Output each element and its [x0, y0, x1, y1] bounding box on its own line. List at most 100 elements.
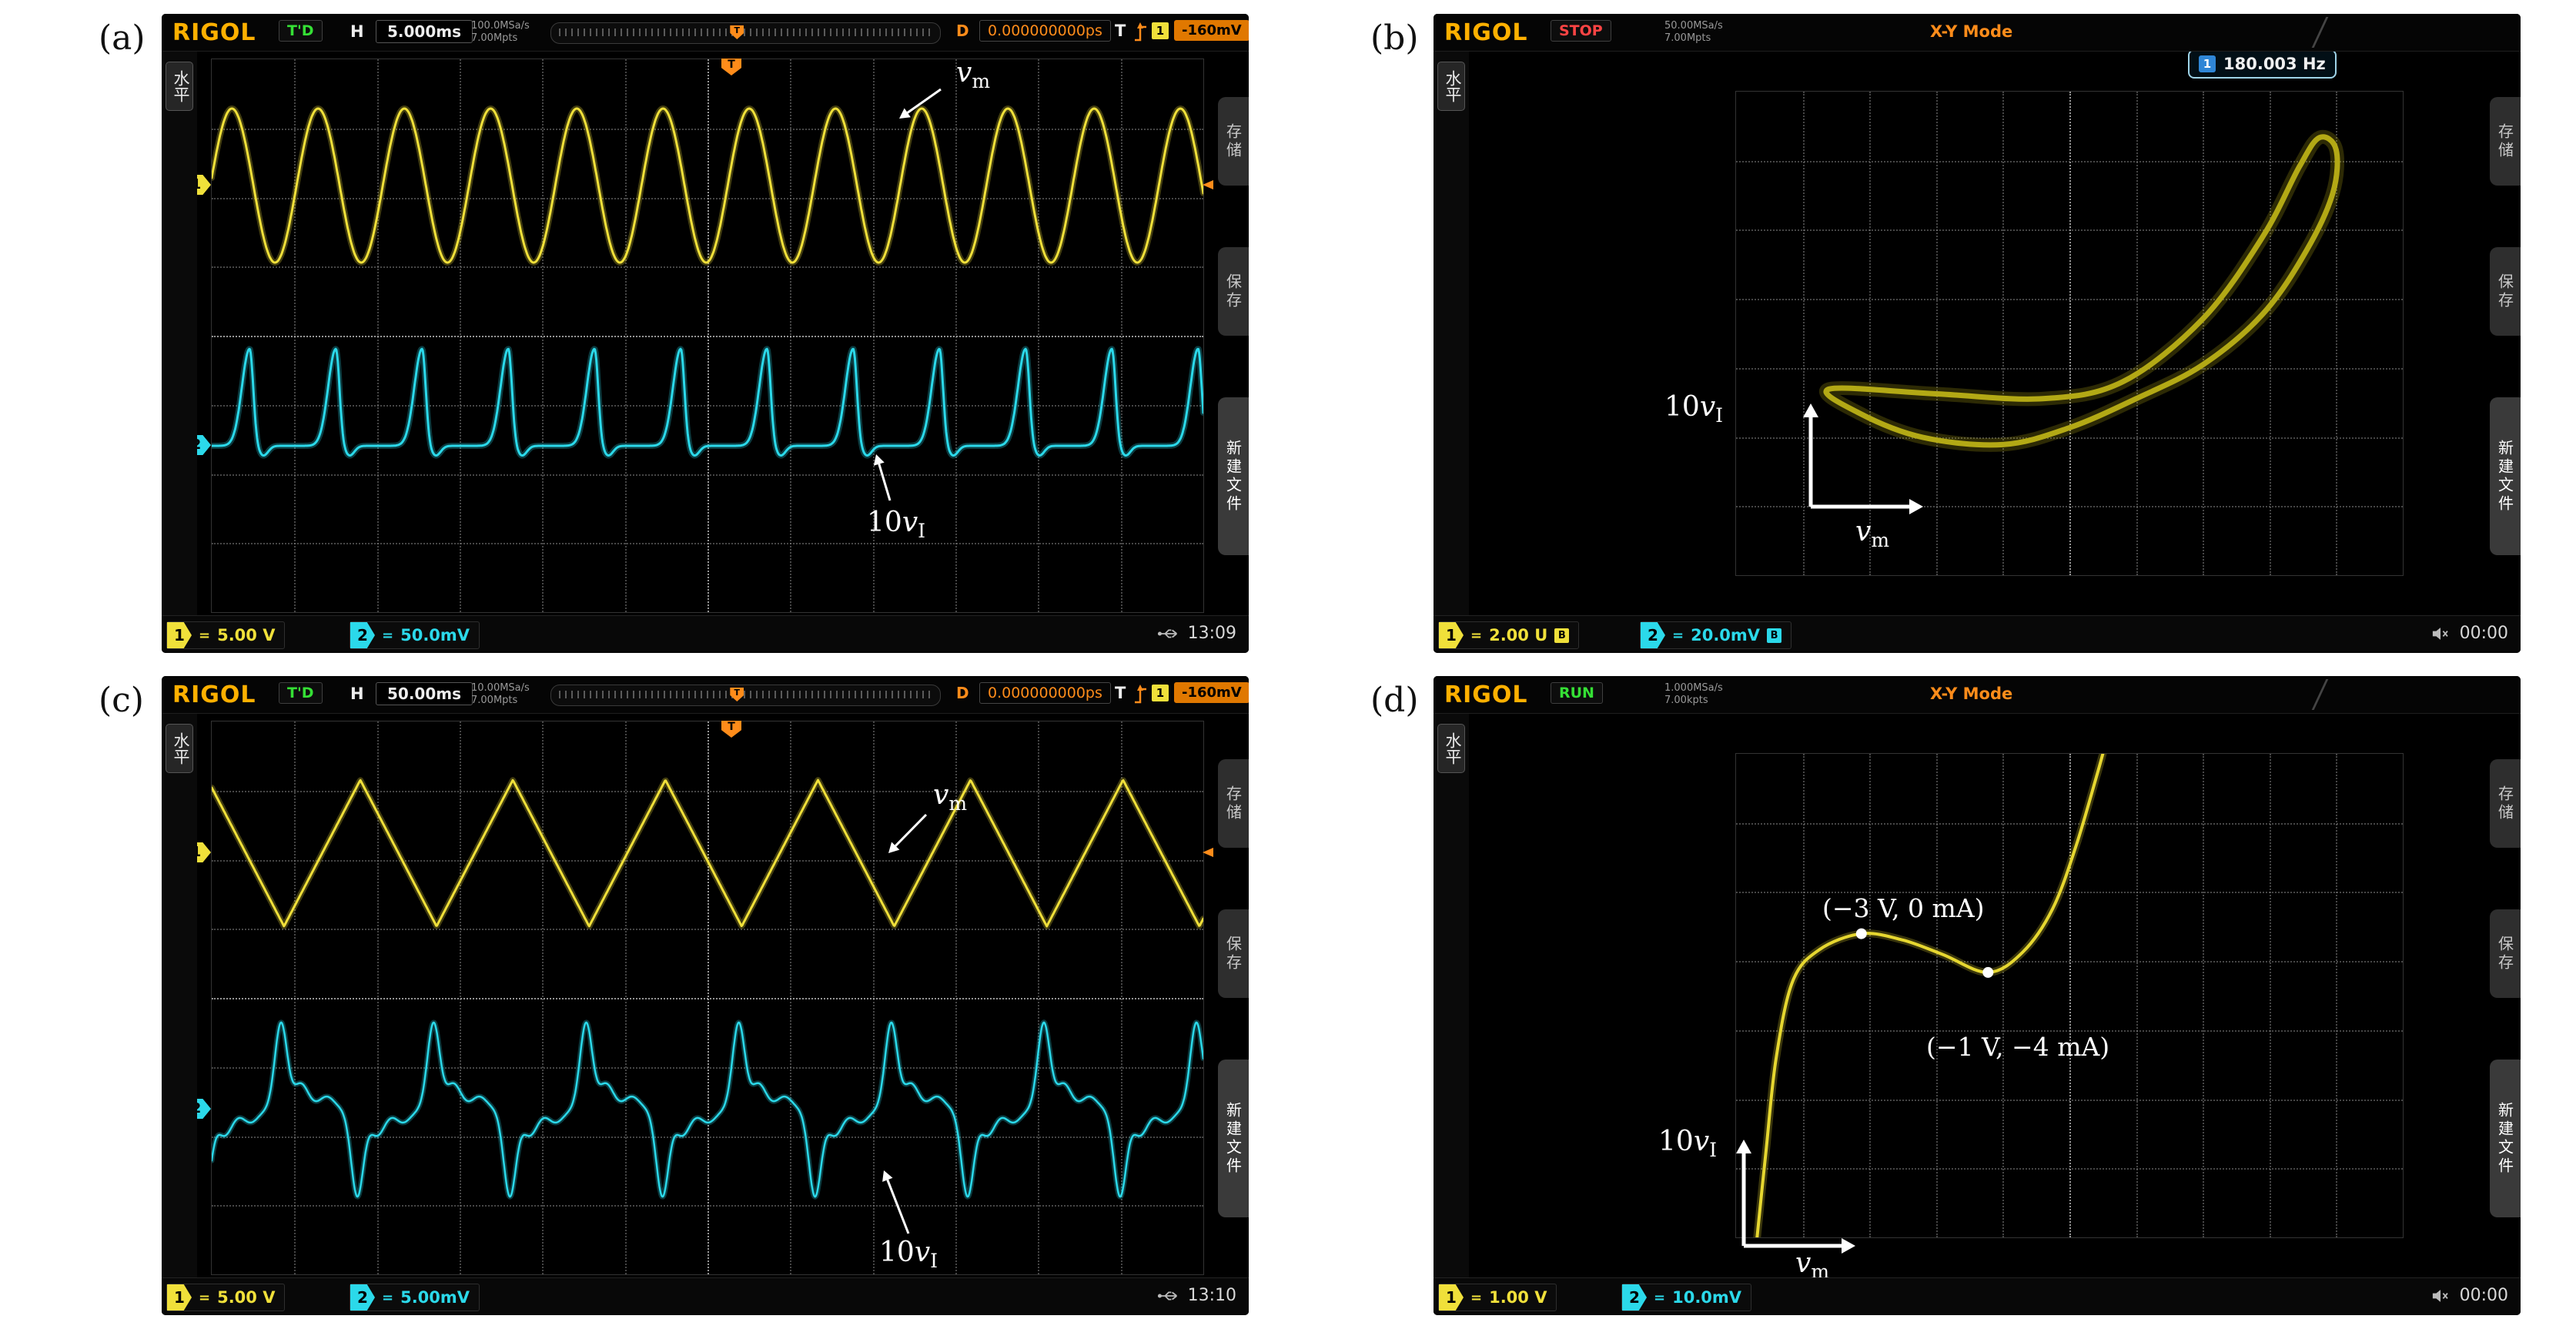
sidebar-tab-save[interactable]: 保存	[2490, 909, 2521, 998]
clock-area: 00:00	[2429, 624, 2508, 643]
xy-trace-area	[1819, 129, 2345, 452]
trigger-position-marker-strip[interactable]: T	[730, 25, 744, 39]
bottom-bar: 1 = 1.00 V 2 = 10.0mV 00:00	[1434, 1277, 2521, 1315]
point-label-1: (−3 V, 0 mA)	[1822, 893, 1985, 923]
vm-sub: m	[1811, 1260, 1830, 1284]
trigger-level-readout: -160mV	[1174, 20, 1249, 41]
sample-rate: 10.00MSa/s	[471, 682, 530, 694]
ch1-tag: 1	[167, 622, 192, 648]
sidebar-tab-save[interactable]: 保存	[2490, 247, 2521, 336]
horizontal-menu-tab[interactable]: 水平	[1437, 724, 1465, 773]
sidebar-tab-storage[interactable]: 存储	[1218, 759, 1249, 848]
sidebar-tab-new-file[interactable]: 新建文件	[1218, 1060, 1249, 1217]
sample-rate-readout: 1.000MSa/s 7.00kpts	[1664, 682, 1723, 708]
horizontal-position-strip[interactable]: T	[550, 22, 941, 44]
sidebar-tab-new-file[interactable]: 新建文件	[2490, 1060, 2521, 1217]
ch2-status[interactable]: 2 = 10.0mV	[1621, 1284, 1752, 1311]
graticule	[211, 59, 1204, 613]
clock-time: 00:00	[2459, 624, 2508, 643]
trigger-source-badge: 1	[1152, 22, 1169, 39]
delay-readout: 0.000000000ps	[979, 682, 1111, 704]
left-sidebar: 水平	[162, 713, 197, 1278]
sidebar-tab-new-file[interactable]: 新建文件	[2490, 397, 2521, 555]
vi-prefix: 10	[1664, 391, 1700, 423]
scope-panel-d: RIGOL RUN 1.000MSa/s 7.00kpts X-Y Mode 水平…	[1434, 676, 2521, 1315]
point-label-2: (−1 V, −4 mA)	[1926, 1032, 2110, 1062]
vi-axis-label: 10vI	[1658, 1126, 1717, 1161]
header-bar: RIGOL T'D H 5.000ms 100.0MSa/s 7.00Mpts T…	[162, 14, 1249, 52]
vi-prefix: 10	[1658, 1126, 1694, 1157]
speaker-muted-icon	[2432, 1289, 2448, 1302]
timebase-readout[interactable]: 50.00ms	[376, 682, 473, 705]
ch2-tag: 2	[1622, 1284, 1647, 1311]
ch1-tag: 1	[167, 1284, 192, 1311]
vm-sub: m	[1871, 529, 1890, 552]
ch2-tag: 2	[350, 622, 375, 648]
sidebar-tab-storage[interactable]: 存储	[1218, 97, 1249, 186]
freq-value: 180.003 Hz	[2223, 55, 2326, 73]
horizontal-menu-tab[interactable]: 水平	[1437, 62, 1465, 111]
vi-var: v	[914, 1237, 931, 1268]
bottom-bar: 1 = 2.00 U B 2 = 20.0mV B 00:00	[1434, 615, 2521, 653]
ch1-coupling-icon: =	[199, 1289, 211, 1306]
ch2-status[interactable]: 2 = 5.00mV	[350, 1284, 480, 1311]
right-sidebar: 存储 保存 新建文件	[1213, 51, 1249, 616]
ch1-status[interactable]: 1 = 1.00 V	[1438, 1284, 1557, 1311]
ch2-status[interactable]: 2 = 50.0mV	[350, 621, 480, 649]
ch1-status[interactable]: 1 = 2.00 U B	[1438, 621, 1580, 649]
vm-var: v	[1795, 1247, 1812, 1279]
trigger-position-marker[interactable]: T	[721, 59, 741, 75]
scope-panel-b: RIGOL STOP 50.00MSa/s 7.00Mpts X-Y Mode 1…	[1434, 14, 2521, 653]
left-sidebar: 水平	[1434, 713, 1469, 1278]
ch2-scale: 20.0mV	[1691, 626, 1761, 644]
ch1-status[interactable]: 1 = 5.00 V	[166, 1284, 286, 1311]
ch1-coupling-icon: =	[1470, 627, 1483, 644]
xy-graticule	[1735, 91, 2404, 576]
vi-var: v	[902, 507, 918, 538]
usb-icon	[1157, 1291, 1177, 1301]
ch2-coupling-icon: =	[1672, 627, 1684, 644]
sample-rate-readout: 10.00MSa/s 7.00Mpts	[471, 682, 530, 708]
horizontal-label: H	[350, 685, 364, 703]
horizontal-position-strip[interactable]: T	[550, 685, 941, 706]
sidebar-tab-storage[interactable]: 存储	[2490, 97, 2521, 186]
bottom-bar: 1 = 5.00 V 2 = 5.00mV 13:10	[162, 1277, 1249, 1315]
sidebar-tab-save[interactable]: 保存	[1218, 247, 1249, 336]
ch2-status[interactable]: 2 = 20.0mV B	[1640, 621, 1792, 649]
freq-channel-badge: 1	[2199, 55, 2216, 72]
right-sidebar: 存储 保存 新建文件	[2485, 51, 2521, 616]
run-status: RUN	[1551, 682, 1603, 704]
vi-axis-label: 10vI	[1664, 391, 1723, 427]
graticule	[211, 721, 1204, 1275]
trigger-position-marker[interactable]: T	[721, 721, 741, 738]
header-bar: RIGOL T'D H 50.00ms 10.00MSa/s 7.00Mpts T…	[162, 676, 1249, 714]
run-status: STOP	[1551, 20, 1611, 42]
horizontal-menu-tab[interactable]: 水平	[166, 62, 193, 111]
clock-time: 13:09	[1187, 624, 1236, 643]
sample-rate: 50.00MSa/s	[1664, 20, 1723, 32]
rigol-logo: RIGOL	[1444, 19, 1528, 46]
waveform-trace-area	[212, 777, 1203, 1200]
xy-mode-label: X-Y Mode	[1930, 22, 2013, 41]
vm-annotation: vm	[956, 57, 990, 92]
clock-area: 13:10	[1157, 1286, 1236, 1305]
trigger-label: T	[1115, 22, 1126, 40]
trigger-label: T	[1115, 684, 1126, 702]
vi-var: v	[1699, 391, 1716, 423]
ch2-coupling-icon: =	[1654, 1289, 1666, 1306]
ch2-tag: 2	[350, 1284, 375, 1311]
delay-label: D	[956, 22, 969, 40]
ch1-status[interactable]: 1 = 5.00 V	[166, 621, 286, 649]
trigger-position-marker-strip[interactable]: T	[730, 688, 744, 701]
sidebar-tab-save[interactable]: 保存	[1218, 909, 1249, 998]
timebase-readout[interactable]: 5.000ms	[376, 20, 473, 43]
ch1-scale: 5.00 V	[217, 626, 276, 644]
bottom-bar: 1 = 5.00 V 2 = 50.0mV 13:09	[162, 615, 1249, 653]
sidebar-tab-new-file[interactable]: 新建文件	[1218, 397, 1249, 555]
panel-label-d: (d)	[1370, 681, 1419, 720]
trigger-slope-icon	[1135, 22, 1146, 42]
sidebar-tab-storage[interactable]: 存储	[2490, 759, 2521, 848]
ch1-scale: 5.00 V	[217, 1288, 276, 1307]
vm-sub: m	[948, 792, 968, 815]
horizontal-menu-tab[interactable]: 水平	[166, 724, 193, 773]
